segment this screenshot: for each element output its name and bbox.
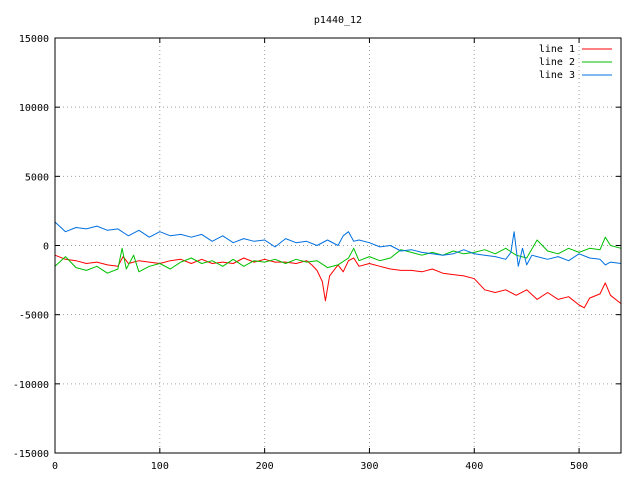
x-tick-label: 400 (465, 461, 483, 472)
series-lines (54, 221, 622, 309)
y-tick-label: 5000 (25, 172, 49, 183)
y-tick-label: 15000 (19, 34, 49, 45)
x-tick-label: 500 (570, 461, 588, 472)
legend: line 1 line 2 line 3 (539, 44, 612, 81)
legend-label: line 1 (539, 44, 575, 55)
series-line-1 (54, 254, 622, 309)
y-tick-label: -15000 (13, 449, 49, 460)
chart-title: p1440_12 (314, 15, 362, 26)
x-tick-label: 300 (360, 461, 378, 472)
axis-ticks: 0 100 200 300 400 500 -15000 -10000 -5000 0 5000 10… (13, 34, 621, 472)
y-tick-label: 10000 (19, 103, 49, 114)
legend-label: line 3 (539, 70, 575, 81)
series-line-3 (54, 221, 622, 267)
y-tick-label: -10000 (13, 380, 49, 391)
series-line-2 (54, 236, 622, 274)
x-tick-label: 200 (256, 461, 274, 472)
y-tick-label: -5000 (19, 311, 49, 322)
legend-label: line 2 (539, 57, 575, 68)
x-tick-label: 100 (151, 461, 169, 472)
y-tick-label: 0 (43, 242, 49, 253)
x-tick-label: 0 (52, 461, 58, 472)
